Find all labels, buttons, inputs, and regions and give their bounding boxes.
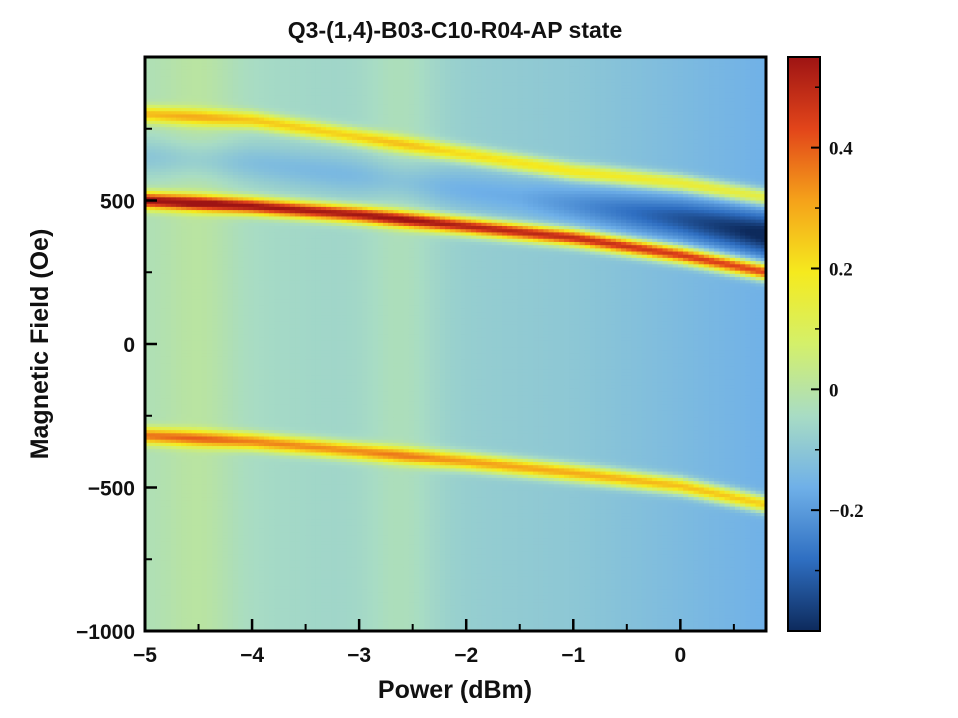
chart-title: Q3-(1,4)-B03-C10-R04-AP state bbox=[288, 17, 622, 43]
heatmap bbox=[145, 57, 767, 632]
